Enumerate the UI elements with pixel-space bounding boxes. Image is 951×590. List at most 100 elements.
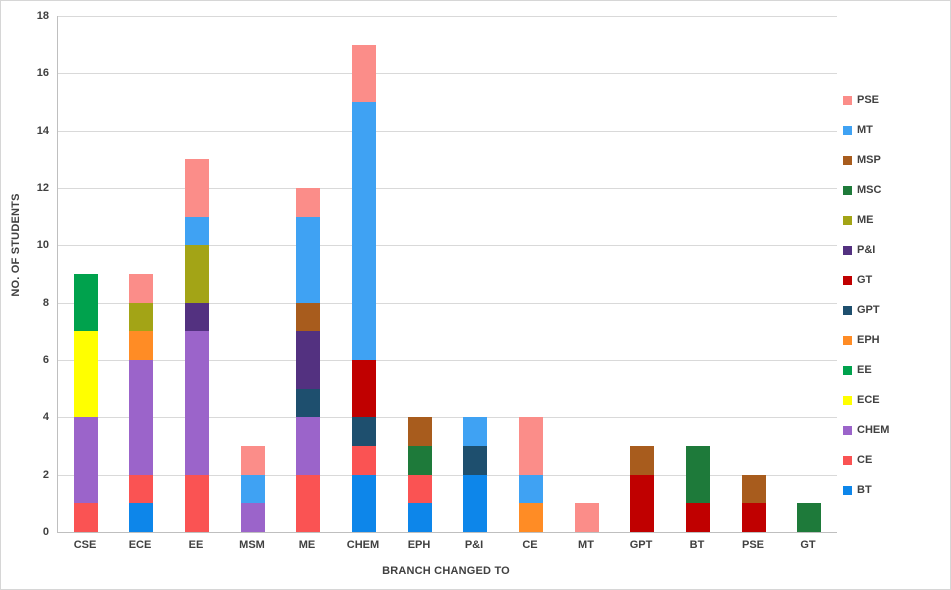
bar-segment-ee — [74, 274, 98, 331]
bar-segment-msp — [408, 417, 432, 446]
legend-swatch — [843, 96, 852, 105]
bar-segment-ce — [74, 503, 98, 532]
legend-label: BT — [857, 484, 872, 496]
legend-label: CHEM — [857, 424, 890, 436]
bar-segment-mt — [185, 217, 209, 245]
y-tick-label: 16 — [36, 67, 49, 79]
gridline — [58, 245, 837, 246]
legend-item-gpt: GPT — [843, 304, 889, 317]
x-tick-label: BT — [689, 539, 705, 551]
legend-label: MT — [857, 124, 873, 136]
legend-swatch — [843, 216, 852, 225]
x-tick-label: GPT — [629, 539, 653, 551]
legend-swatch — [843, 156, 852, 165]
bar-segment-ce — [185, 475, 209, 532]
legend-item-msp: MSP — [843, 154, 889, 167]
bar-segment-ce — [296, 475, 320, 532]
y-tick-label: 10 — [36, 239, 49, 251]
legend-item-me: ME — [843, 214, 889, 227]
legend-item-ee: EE — [843, 364, 889, 377]
x-tick-label: CHEM — [346, 539, 380, 551]
y-tick-label: 14 — [36, 125, 49, 137]
legend-label: EE — [857, 364, 872, 376]
gridline — [58, 475, 837, 476]
bar-segment-eph — [519, 503, 543, 532]
x-tick-label: EE — [188, 539, 204, 551]
y-tick-label: 8 — [42, 297, 49, 309]
legend-item-ece: ECE — [843, 394, 889, 407]
x-axis-title: BRANCH CHANGED TO — [382, 565, 510, 577]
bar-segment-ece — [74, 331, 98, 417]
bar-segment-bt — [352, 475, 376, 532]
gridline — [58, 73, 837, 74]
legend-item-p-i: P&I — [843, 244, 889, 257]
y-tick-label: 12 — [36, 182, 49, 194]
x-tick-label: MSM — [239, 539, 265, 551]
legend-item-bt: BT — [843, 484, 889, 497]
x-tick-label: P&I — [464, 539, 484, 551]
bar-segment-msc — [686, 446, 710, 503]
x-tick-label: MT — [578, 539, 594, 551]
bar-segment-mt — [519, 475, 543, 503]
plot-area — [57, 16, 837, 533]
legend-label: GT — [857, 274, 873, 286]
bar-segment-me — [129, 303, 153, 331]
bar-segment-pse — [129, 274, 153, 303]
bar-segment-pse — [519, 417, 543, 475]
y-tick-label: 6 — [42, 354, 49, 366]
x-tick-label: CE — [522, 539, 538, 551]
legend-swatch — [843, 276, 852, 285]
y-tick-label: 4 — [42, 411, 49, 423]
bar-segment-gt — [630, 475, 654, 532]
legend-label: CE — [857, 454, 873, 466]
bar-segment-chem — [296, 417, 320, 475]
legend-item-chem: CHEM — [843, 424, 889, 437]
bar-segment-mt — [463, 417, 487, 446]
bar-segment-pse — [185, 159, 209, 217]
bar-segment-gpt — [296, 389, 320, 417]
x-tick-label: CSE — [73, 539, 97, 551]
legend-swatch — [843, 366, 852, 375]
legend-label: ME — [857, 214, 874, 226]
legend-swatch — [843, 306, 852, 315]
bar-segment-ce — [129, 475, 153, 503]
legend-swatch — [843, 456, 852, 465]
y-tick-label: 2 — [42, 469, 49, 481]
bar-segment-chem — [129, 360, 153, 475]
bar-segment-pse — [575, 503, 599, 532]
legend-swatch — [843, 126, 852, 135]
legend-label: GPT — [857, 304, 880, 316]
bar-segment-bt — [463, 475, 487, 532]
legend-label: MSP — [857, 154, 881, 166]
gridline — [58, 188, 837, 189]
bar-segment-gt — [742, 503, 766, 532]
bar-segment-me — [185, 245, 209, 303]
legend-item-mt: MT — [843, 124, 889, 137]
legend-swatch — [843, 246, 852, 255]
y-tick-label: 18 — [36, 10, 49, 22]
legend-swatch — [843, 426, 852, 435]
legend-item-ce: CE — [843, 454, 889, 467]
bar-segment-chem — [241, 503, 265, 532]
x-tick-label: ME — [298, 539, 316, 551]
x-tick-label: GT — [800, 539, 816, 551]
legend-label: PSE — [857, 94, 880, 106]
gridline — [58, 417, 837, 418]
bar-segment-pse — [241, 446, 265, 475]
y-tick-label: 0 — [42, 526, 49, 538]
bar-segment-mt — [352, 102, 376, 360]
x-tick-label: PSE — [741, 539, 764, 551]
legend-label: ECE — [857, 394, 880, 406]
x-tick-label: ECE — [128, 539, 152, 551]
bar-segment-mt — [296, 217, 320, 303]
legend-label: MSC — [857, 184, 882, 196]
bar-segment-msp — [296, 303, 320, 331]
legend-item-pse: PSE — [843, 94, 889, 107]
legend: PSE MT MSP MSC ME P&I GT GPT EPH EE ECE CHEM CE BT — [843, 94, 889, 497]
bar-segment-msc — [797, 503, 821, 532]
bar-segment-p-i — [296, 331, 320, 389]
bar-segment-p-i — [185, 303, 209, 331]
bar-segment-mt — [241, 475, 265, 503]
bar-segment-ce — [408, 475, 432, 503]
